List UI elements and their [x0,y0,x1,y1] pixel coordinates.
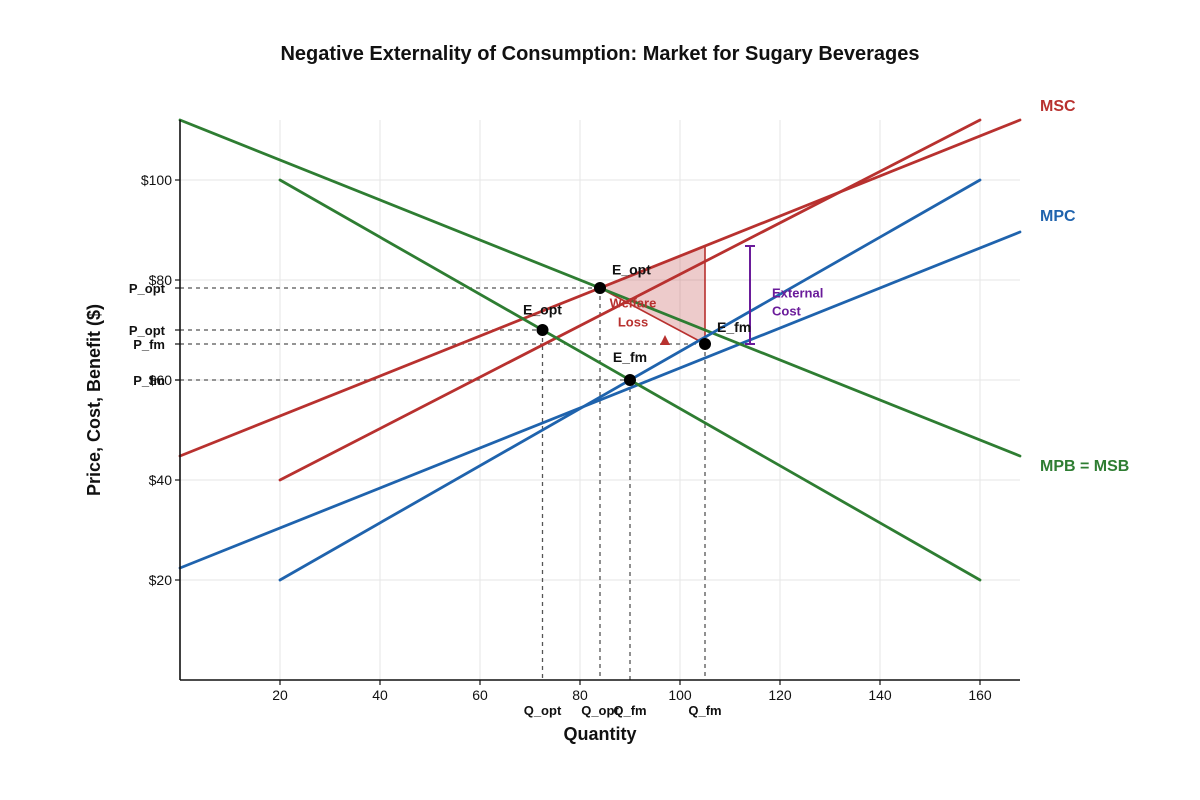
point-label-e-fm: E_fm [613,349,647,365]
y-axis-title: Price, Cost, Benefit ($) [84,304,104,496]
series-label-mpc: MPC [1040,208,1076,225]
series-line-mpc [178,230,1022,570]
welfare-loss-label: Welfare [610,296,657,311]
x-tick-label: 120 [768,687,792,703]
y-tick-label: $100 [141,172,172,188]
y-tick-label: $60 [149,372,173,388]
series-label-mpb-msb: MPB = MSB [1040,458,1129,475]
ticks: 20 40 60 80 100 120 140 160 $20 $40 $60 $80 $100 [141,172,992,703]
y-reference-label-p-opt: P_opt [129,323,166,338]
y-tick-label: $20 [149,572,173,588]
x-reference-label-q-opt: Q_opt [581,703,619,718]
equilibrium-point-e-opt [536,324,549,336]
x-reference-label-q-opt: Q_opt [524,703,562,718]
point-label-e-fm: E_fm [717,319,751,335]
x-reference-label-q-fm: Q_fm [688,703,721,718]
chart-title: Negative Externality of Consumption: Mar… [280,43,919,65]
y-tick-label: $80 [149,272,173,288]
y-reference-label-p-opt: P_opt [129,281,166,296]
equilibrium-point-e-fm [699,338,711,350]
series-label-msc: MSC [1040,98,1076,115]
x-tick-label: 60 [472,687,488,703]
point-label-e-opt: E_opt [523,302,562,318]
x-reference-label-q-fm: Q_fm [613,703,646,718]
welfare-loss-marker-icon [660,335,670,345]
x-tick-label: 140 [868,687,892,703]
y-reference-label-p-fm: P_fm [133,337,165,352]
x-tick-label: 100 [668,687,692,703]
external-cost-label: Cost [772,304,802,319]
x-tick-label: 160 [968,687,992,703]
x-tick-label: 40 [372,687,388,703]
equilibrium-point-e-fm [624,374,636,386]
equilibrium-point-e-opt [594,282,606,294]
y-tick-label: $40 [149,472,173,488]
equilibrium-points: E_opt E_opt E_fm E_fm [523,262,751,386]
point-label-e-opt: E_opt [612,262,651,278]
x-tick-label: 20 [272,687,288,703]
external-cost-label: External [772,286,823,301]
x-axis-title: Quantity [563,724,636,744]
x-tick-label: 80 [572,687,588,703]
annotations: Welfare Loss External Cost [610,245,823,345]
series-layer: MSC MPC MPB = MSB [178,98,1129,582]
series-line-3 [278,118,982,482]
welfare-loss-label: Loss [618,315,648,330]
y-reference-label-p-fm: P_fm [133,373,165,388]
